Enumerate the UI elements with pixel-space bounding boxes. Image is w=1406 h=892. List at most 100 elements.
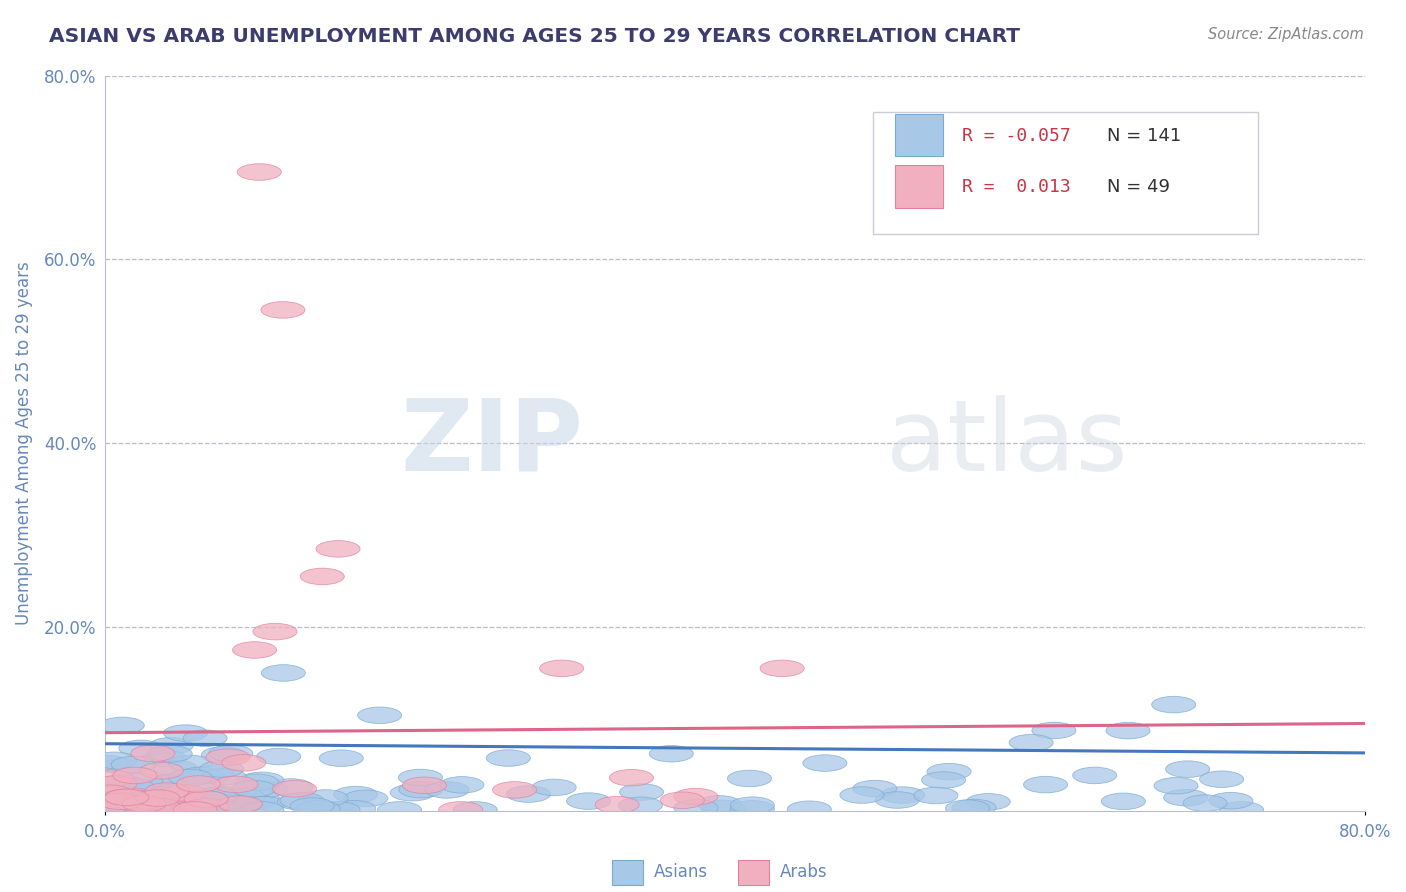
Ellipse shape <box>205 749 250 765</box>
Text: ZIP: ZIP <box>401 394 583 491</box>
Ellipse shape <box>595 797 640 813</box>
Ellipse shape <box>1107 723 1150 739</box>
Ellipse shape <box>673 789 718 805</box>
Ellipse shape <box>155 784 200 800</box>
Ellipse shape <box>183 796 226 813</box>
Ellipse shape <box>117 802 160 818</box>
Ellipse shape <box>127 802 170 818</box>
Ellipse shape <box>169 756 212 772</box>
Ellipse shape <box>184 791 228 807</box>
Ellipse shape <box>650 746 693 762</box>
Ellipse shape <box>84 787 128 804</box>
Ellipse shape <box>730 797 775 814</box>
Y-axis label: Unemployment Among Ages 25 to 29 years: Unemployment Among Ages 25 to 29 years <box>15 261 32 625</box>
Ellipse shape <box>180 777 224 793</box>
Ellipse shape <box>839 787 884 804</box>
Text: R = -0.057: R = -0.057 <box>962 127 1070 145</box>
Ellipse shape <box>183 730 228 747</box>
Ellipse shape <box>101 781 145 797</box>
Ellipse shape <box>242 797 285 813</box>
Text: atlas: atlas <box>886 394 1128 491</box>
Ellipse shape <box>193 802 238 818</box>
Ellipse shape <box>876 792 920 808</box>
Ellipse shape <box>89 787 132 804</box>
Ellipse shape <box>391 784 434 801</box>
Ellipse shape <box>235 774 278 790</box>
Ellipse shape <box>262 301 305 318</box>
Ellipse shape <box>120 740 163 756</box>
Ellipse shape <box>540 660 583 677</box>
Ellipse shape <box>1032 723 1076 739</box>
Ellipse shape <box>84 787 129 803</box>
Ellipse shape <box>204 787 247 803</box>
Ellipse shape <box>201 747 246 764</box>
Ellipse shape <box>946 800 990 816</box>
Ellipse shape <box>253 624 297 640</box>
Ellipse shape <box>148 802 191 818</box>
Ellipse shape <box>200 761 243 777</box>
Ellipse shape <box>98 791 142 807</box>
Ellipse shape <box>117 793 160 810</box>
Ellipse shape <box>146 793 191 810</box>
Ellipse shape <box>853 780 897 797</box>
Ellipse shape <box>90 770 134 787</box>
Ellipse shape <box>142 750 187 766</box>
FancyBboxPatch shape <box>873 112 1258 234</box>
Bar <box>894 114 943 156</box>
Ellipse shape <box>333 786 378 803</box>
Ellipse shape <box>163 725 208 741</box>
Ellipse shape <box>440 777 484 793</box>
Ellipse shape <box>425 781 470 798</box>
Ellipse shape <box>914 788 957 804</box>
Ellipse shape <box>1199 771 1244 788</box>
Ellipse shape <box>162 802 207 818</box>
Ellipse shape <box>145 783 190 799</box>
Ellipse shape <box>343 790 388 806</box>
Ellipse shape <box>319 750 363 766</box>
Ellipse shape <box>803 755 846 772</box>
Ellipse shape <box>153 760 198 777</box>
Ellipse shape <box>172 798 217 815</box>
Ellipse shape <box>927 764 972 780</box>
Ellipse shape <box>111 788 155 805</box>
Ellipse shape <box>104 789 148 805</box>
Text: N = 141: N = 141 <box>1107 127 1181 145</box>
Ellipse shape <box>214 776 257 793</box>
Ellipse shape <box>122 796 166 812</box>
Ellipse shape <box>115 796 159 812</box>
Ellipse shape <box>124 792 167 809</box>
Ellipse shape <box>492 781 537 798</box>
Ellipse shape <box>84 798 128 814</box>
Ellipse shape <box>1166 761 1209 778</box>
Ellipse shape <box>1209 792 1253 809</box>
Ellipse shape <box>761 660 804 677</box>
Ellipse shape <box>136 798 180 814</box>
Ellipse shape <box>194 788 239 804</box>
Ellipse shape <box>238 164 281 180</box>
Ellipse shape <box>162 802 207 818</box>
Ellipse shape <box>149 774 193 790</box>
Ellipse shape <box>176 776 221 792</box>
Ellipse shape <box>118 773 163 789</box>
Ellipse shape <box>240 802 284 818</box>
Ellipse shape <box>1182 795 1227 812</box>
Ellipse shape <box>103 758 146 775</box>
Ellipse shape <box>183 790 226 807</box>
Ellipse shape <box>111 756 155 772</box>
Ellipse shape <box>262 665 305 681</box>
Ellipse shape <box>453 802 498 818</box>
Ellipse shape <box>155 789 198 805</box>
Ellipse shape <box>214 795 257 812</box>
Ellipse shape <box>208 745 253 762</box>
Ellipse shape <box>486 750 530 766</box>
Ellipse shape <box>232 780 276 797</box>
Ellipse shape <box>94 783 138 799</box>
Ellipse shape <box>107 791 152 807</box>
Ellipse shape <box>402 777 447 794</box>
Ellipse shape <box>98 793 143 810</box>
Ellipse shape <box>162 785 207 801</box>
Text: R =  0.013: R = 0.013 <box>962 178 1070 196</box>
Text: Arabs: Arabs <box>780 863 828 881</box>
Ellipse shape <box>86 802 129 818</box>
Ellipse shape <box>148 789 191 805</box>
